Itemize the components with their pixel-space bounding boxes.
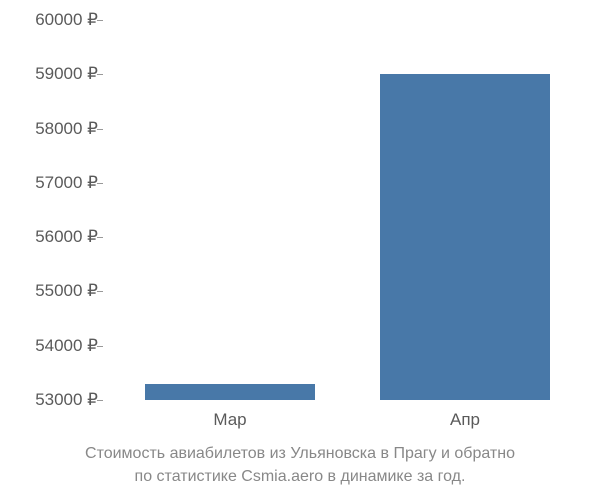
y-axis-tick: [97, 129, 103, 130]
y-axis-tick: [97, 20, 103, 21]
y-axis-label: 58000 ₽: [35, 119, 98, 139]
bar: [145, 384, 315, 400]
y-axis-tick: [97, 291, 103, 292]
y-axis-label: 53000 ₽: [35, 390, 98, 410]
y-axis-label: 59000 ₽: [35, 64, 98, 84]
y-axis-tick: [97, 183, 103, 184]
y-axis-tick: [97, 346, 103, 347]
y-axis-label: 56000 ₽: [35, 227, 98, 247]
caption-line-1: Стоимость авиабилетов из Ульяновска в Пр…: [85, 445, 515, 462]
y-axis-tick: [97, 400, 103, 401]
y-axis-label: 54000 ₽: [35, 336, 98, 356]
x-axis-label: Апр: [450, 410, 480, 430]
plot-area: [105, 20, 575, 400]
bar-chart: 53000 ₽ 54000 ₽ 55000 ₽ 56000 ₽ 57000 ₽ 58000…: [0, 0, 600, 500]
y-axis-label: 57000 ₽: [35, 173, 98, 193]
caption-line-2: по статистике Csmia.aero в динамике за г…: [135, 468, 466, 485]
bar: [380, 74, 550, 400]
y-axis-label: 60000 ₽: [35, 10, 98, 30]
x-axis-label: Мар: [213, 410, 246, 430]
y-axis-label: 55000 ₽: [35, 281, 98, 301]
chart-caption: Стоимость авиабилетов из Ульяновска в Пр…: [0, 443, 600, 488]
y-axis-tick: [97, 237, 103, 238]
y-axis-tick: [97, 74, 103, 75]
